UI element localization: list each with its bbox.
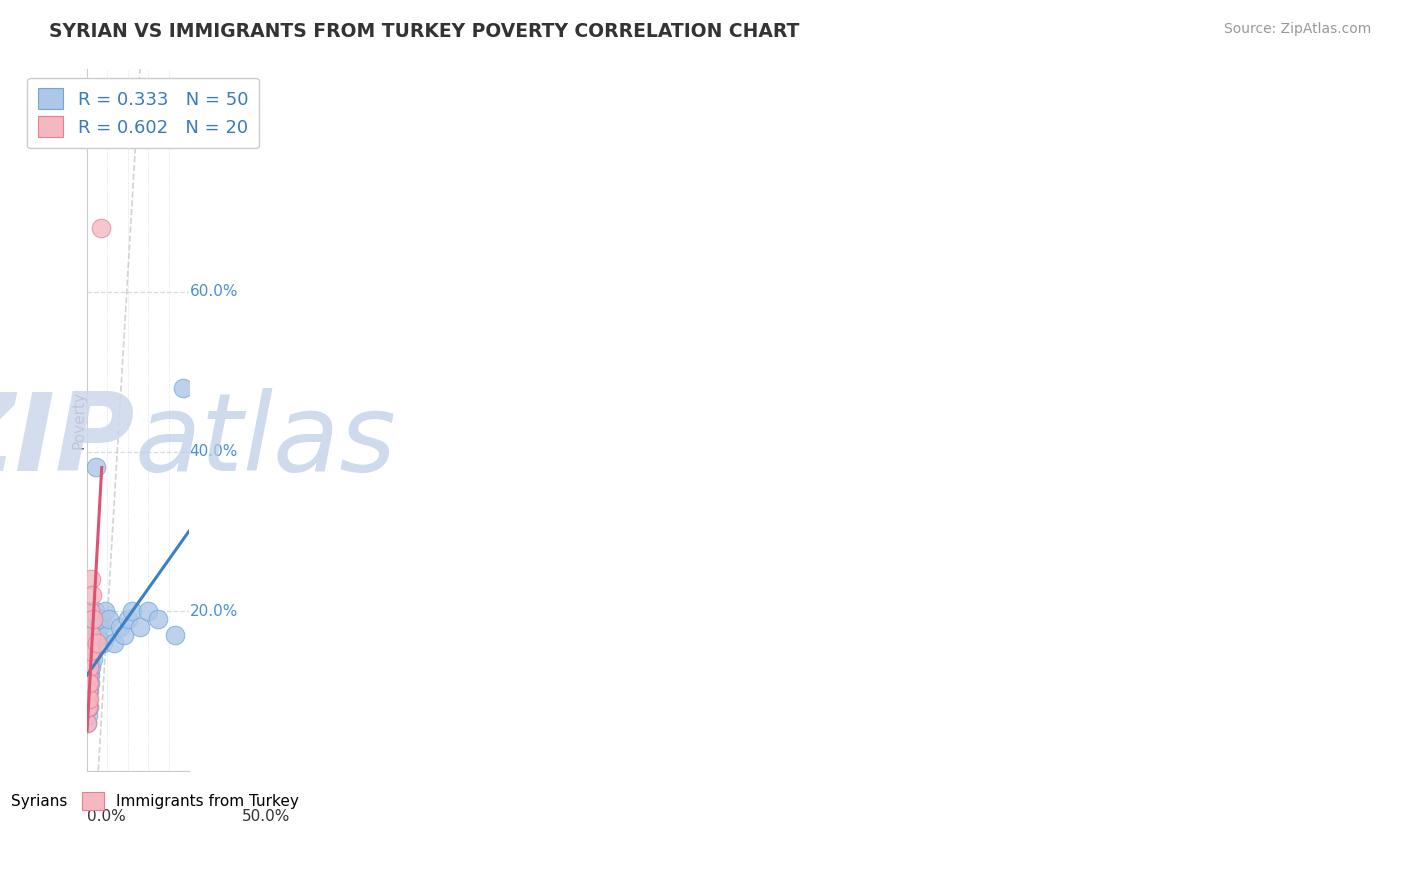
Point bbox=[83, 636, 105, 650]
Point bbox=[77, 652, 100, 666]
Point bbox=[80, 572, 103, 586]
Point bbox=[84, 460, 107, 475]
Point bbox=[79, 636, 101, 650]
Text: ZIP: ZIP bbox=[0, 388, 135, 493]
Point bbox=[86, 628, 108, 642]
Point bbox=[82, 588, 104, 602]
Point bbox=[76, 692, 98, 706]
Point bbox=[84, 604, 107, 618]
Point bbox=[77, 668, 100, 682]
Point bbox=[98, 612, 121, 626]
Point bbox=[77, 660, 100, 674]
Text: 50.0%: 50.0% bbox=[242, 809, 291, 824]
Point bbox=[77, 660, 100, 674]
Point bbox=[136, 604, 159, 618]
Point bbox=[77, 707, 100, 722]
Point bbox=[77, 684, 100, 698]
Point bbox=[76, 668, 98, 682]
Point bbox=[90, 221, 112, 235]
Point bbox=[76, 715, 98, 730]
Point bbox=[76, 715, 98, 730]
Point bbox=[82, 652, 104, 666]
Point bbox=[94, 604, 117, 618]
Point bbox=[90, 612, 112, 626]
Point bbox=[77, 699, 100, 714]
Text: 60.0%: 60.0% bbox=[190, 285, 238, 300]
Text: 40.0%: 40.0% bbox=[190, 444, 238, 459]
Text: 80.0%: 80.0% bbox=[190, 125, 238, 140]
Point bbox=[77, 676, 100, 690]
Point bbox=[79, 660, 101, 674]
Point bbox=[82, 628, 104, 642]
Point bbox=[77, 676, 100, 690]
Point bbox=[79, 604, 101, 618]
Point bbox=[77, 684, 100, 698]
Point bbox=[93, 636, 115, 650]
Text: Source: ZipAtlas.com: Source: ZipAtlas.com bbox=[1223, 22, 1371, 37]
Point bbox=[172, 381, 194, 395]
Text: atlas: atlas bbox=[135, 388, 396, 493]
Point bbox=[129, 620, 152, 634]
Point bbox=[79, 652, 101, 666]
Text: 0.0%: 0.0% bbox=[87, 809, 125, 824]
Point bbox=[148, 612, 170, 626]
Point bbox=[108, 620, 131, 634]
Y-axis label: Poverty: Poverty bbox=[72, 391, 86, 449]
Point bbox=[79, 676, 101, 690]
Point bbox=[80, 644, 103, 658]
Point bbox=[112, 628, 135, 642]
Point bbox=[79, 644, 101, 658]
Point bbox=[77, 699, 100, 714]
Point bbox=[121, 604, 143, 618]
Point bbox=[79, 668, 101, 682]
Point bbox=[77, 692, 100, 706]
Point bbox=[77, 692, 100, 706]
Point bbox=[76, 684, 98, 698]
Point bbox=[77, 684, 100, 698]
Point bbox=[79, 676, 101, 690]
Point bbox=[87, 612, 110, 626]
Point bbox=[82, 620, 104, 634]
Legend: Syrians, Immigrants from Turkey: Syrians, Immigrants from Turkey bbox=[0, 783, 308, 819]
Point bbox=[96, 628, 118, 642]
Point bbox=[103, 636, 125, 650]
Point bbox=[77, 699, 100, 714]
Point bbox=[89, 620, 111, 634]
Point bbox=[117, 612, 139, 626]
Point bbox=[77, 668, 100, 682]
Point bbox=[76, 692, 98, 706]
Point bbox=[80, 660, 103, 674]
Point bbox=[79, 668, 101, 682]
Point bbox=[77, 652, 100, 666]
Text: 20.0%: 20.0% bbox=[190, 604, 238, 619]
Point bbox=[77, 676, 100, 690]
Point bbox=[86, 636, 108, 650]
Point bbox=[76, 699, 98, 714]
Point bbox=[82, 612, 104, 626]
Point bbox=[77, 660, 100, 674]
Text: SYRIAN VS IMMIGRANTS FROM TURKEY POVERTY CORRELATION CHART: SYRIAN VS IMMIGRANTS FROM TURKEY POVERTY… bbox=[49, 22, 800, 41]
Point bbox=[79, 644, 101, 658]
Point bbox=[163, 628, 186, 642]
Point bbox=[76, 699, 98, 714]
Point bbox=[80, 628, 103, 642]
Point bbox=[80, 636, 103, 650]
